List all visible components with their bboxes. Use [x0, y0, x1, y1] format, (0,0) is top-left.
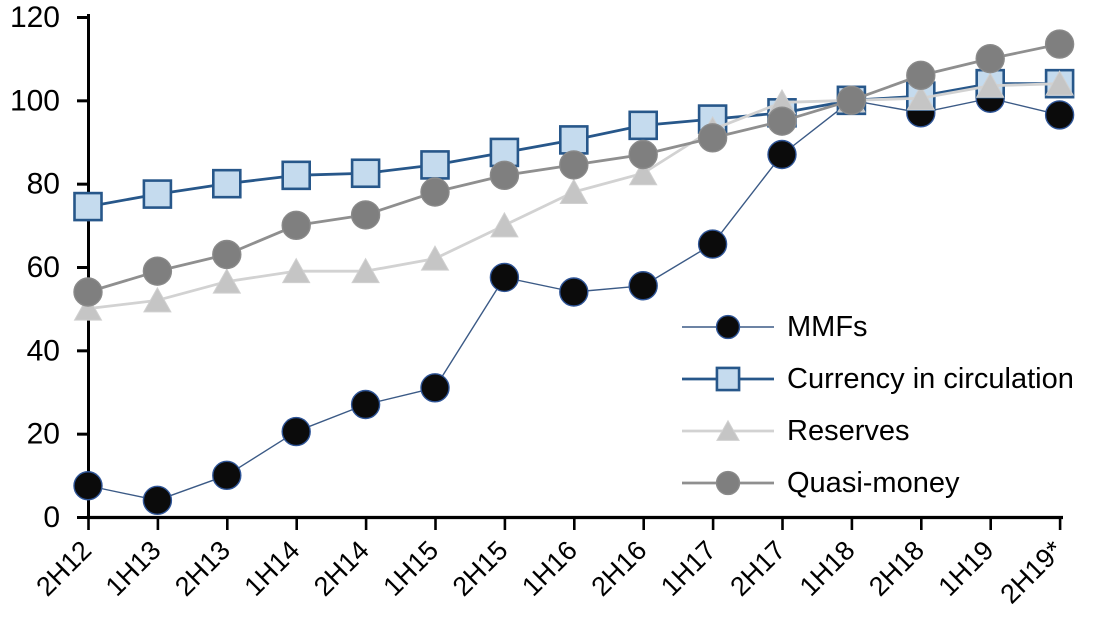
data-point: [906, 60, 936, 91]
data-point: [628, 159, 658, 186]
chart-legend: MMFs Currency in circulation Reserves Qu…: [678, 312, 1074, 520]
data-point: [142, 256, 173, 286]
data-point: [697, 229, 728, 259]
data-point: [628, 110, 659, 141]
legend-marker-shape: [715, 470, 741, 496]
data-point: [142, 485, 173, 516]
data-point: [1044, 29, 1075, 59]
data-point: [420, 177, 450, 207]
y-axis-tick-label: 120: [10, 1, 60, 34]
data-point: [1045, 70, 1074, 96]
data-point: [73, 295, 103, 321]
data-point: [489, 137, 520, 168]
data-point: [281, 160, 312, 191]
data-point: [767, 139, 797, 170]
legend-item-currency-in-circulation: Currency in circulation: [678, 364, 1074, 394]
data-point: [767, 106, 797, 136]
x-axis-tick-label: 1H18: [794, 535, 861, 602]
x-axis-tick-label: 2H17: [724, 535, 791, 602]
x-axis-tick-label: 1H19: [933, 535, 1000, 602]
data-point: [558, 125, 589, 155]
data-point: [281, 257, 311, 284]
data-point: [836, 85, 867, 116]
legend-item-quasi-money: Quasi-money: [678, 468, 1074, 498]
data-point: [1044, 100, 1075, 130]
reserves-legend-marker-icon: [682, 419, 774, 441]
legend-label-mmfs: MMFs: [787, 310, 868, 343]
legend-marker-shape: [715, 314, 741, 340]
legend-marker-shape: [716, 419, 740, 441]
legend-label-currency-in-circulation: Currency in circulation: [787, 362, 1074, 395]
legend-item-mmfs: MMFs: [678, 312, 1074, 342]
x-axis-tick-label: 2H19*: [995, 535, 1070, 610]
x-axis-tick-label: 1H15: [377, 535, 444, 602]
x-axis-tick-label: 2H18: [863, 535, 930, 602]
data-point: [975, 72, 1005, 98]
data-point: [142, 179, 173, 209]
y-axis-tick-label: 60: [27, 251, 60, 284]
x-axis-tick-label: 2H16: [586, 535, 653, 602]
data-point: [420, 245, 450, 271]
data-point: [628, 271, 658, 301]
data-point: [559, 277, 589, 307]
data-point: [212, 239, 242, 270]
data-point: [490, 211, 519, 238]
legend-item-reserves: Reserves: [678, 416, 1074, 446]
data-point: [975, 43, 1005, 74]
legend-label-reserves: Reserves: [787, 414, 910, 447]
data-point: [73, 277, 103, 307]
x-axis-tick-label: 2H12: [30, 535, 97, 602]
data-point: [420, 373, 450, 403]
y-axis-tick-label: 80: [27, 168, 60, 201]
data-point: [489, 262, 520, 293]
currency-legend-marker-icon: [682, 366, 774, 392]
data-point: [350, 158, 381, 189]
y-axis-tick-label: 100: [10, 84, 60, 117]
y-axis-tick-label: 0: [43, 501, 60, 534]
data-point: [212, 268, 242, 294]
mmfs-legend-marker-icon: [682, 314, 774, 340]
y-axis-tick-label: 20: [27, 418, 60, 451]
x-axis-tick-label: 2H15: [447, 535, 514, 602]
data-point: [73, 471, 103, 501]
data-point: [489, 160, 520, 191]
series-quasi-money: [73, 29, 1075, 307]
data-point: [420, 150, 450, 180]
legend-label-quasi-money: Quasi-money: [787, 466, 960, 499]
data-point: [351, 257, 380, 284]
data-point: [350, 389, 381, 420]
data-point: [212, 168, 242, 199]
data-point: [697, 123, 728, 153]
legend-marker-shape: [715, 366, 741, 392]
x-axis-tick-label: 1H14: [239, 535, 306, 602]
data-point: [350, 200, 381, 230]
x-axis-tick-label: 1H13: [100, 535, 167, 602]
data-point: [143, 286, 172, 313]
data-point: [559, 150, 589, 180]
quasi-money-legend-marker-icon: [682, 470, 774, 496]
data-point: [628, 139, 658, 170]
data-point: [212, 460, 242, 491]
data-point: [559, 178, 589, 204]
data-point: [281, 210, 311, 241]
data-point: [281, 416, 311, 447]
data-point: [73, 191, 103, 222]
x-axis-tick-label: 2H13: [169, 535, 236, 602]
x-axis-tick-label: 2H14: [308, 535, 375, 602]
y-axis-tick-label: 40: [27, 334, 60, 367]
data-point: [906, 84, 936, 111]
x-axis-tick-label: 1H16: [516, 535, 583, 602]
x-axis-tick-label: 1H17: [655, 535, 722, 602]
